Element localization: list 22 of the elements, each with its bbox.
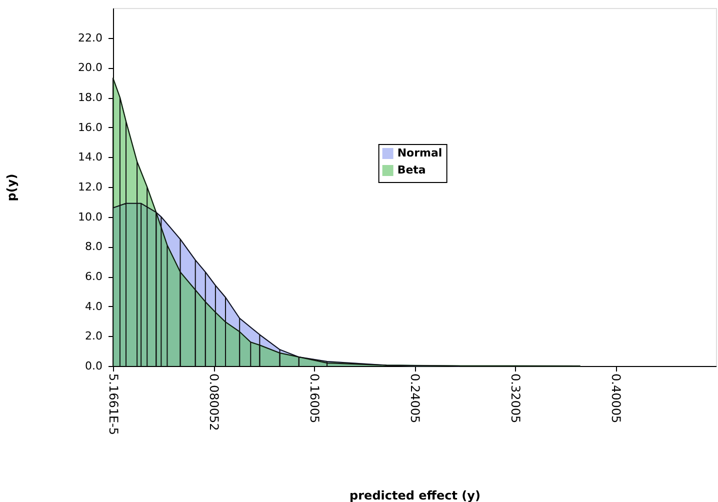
y-tick-label: 4.0 bbox=[85, 300, 102, 313]
x-tick-label: 0.24005 bbox=[408, 374, 422, 424]
y-tick-label: 20.0 bbox=[78, 61, 102, 74]
y-tick-label: 16.0 bbox=[78, 120, 102, 134]
x-tick-label: 5.1661E-5 bbox=[106, 374, 120, 436]
x-axis-title: predicted effect (y) bbox=[350, 488, 480, 502]
y-tick-label: 10.0 bbox=[78, 210, 102, 224]
x-tick-label: 0.40005 bbox=[609, 374, 624, 424]
legend-label: Normal bbox=[397, 146, 442, 160]
y-tick-label: 2.0 bbox=[85, 330, 102, 343]
x-tick-label: 0.080052 bbox=[207, 374, 222, 431]
y-tick-label: 0.0 bbox=[85, 360, 102, 372]
y-tick-label: 6.0 bbox=[85, 270, 102, 283]
y-tick-label: 22.0 bbox=[78, 31, 102, 44]
legend-label: Beta bbox=[397, 164, 426, 177]
y-tick-label: 8.0 bbox=[85, 240, 102, 254]
y-axis-title: p(y) bbox=[4, 174, 18, 202]
x-tick-label: 0.16005 bbox=[308, 374, 322, 424]
y-tick-label: 18.0 bbox=[78, 91, 102, 104]
x-tick-label: 0.32005 bbox=[508, 374, 523, 424]
y-tick-label: 14.0 bbox=[78, 150, 102, 164]
y-tick-label: 12.0 bbox=[78, 180, 102, 194]
